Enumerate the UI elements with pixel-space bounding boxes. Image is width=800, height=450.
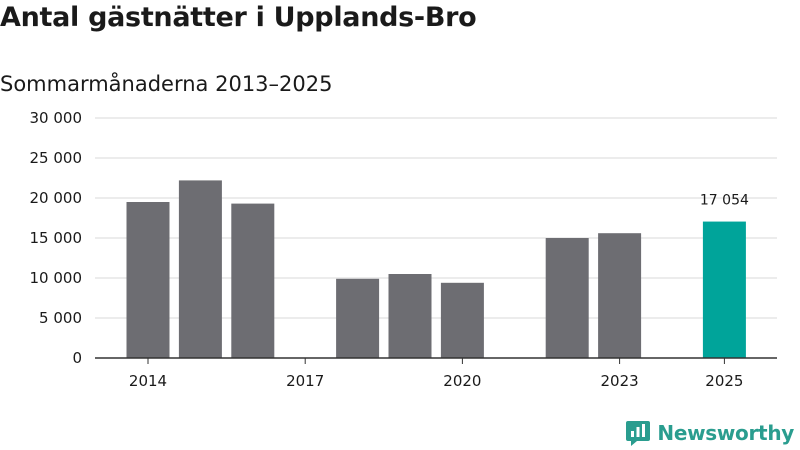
y-tick-label: 10 000 bbox=[30, 269, 83, 287]
bar-2020 bbox=[440, 282, 484, 358]
y-tick-label: 25 000 bbox=[30, 149, 83, 167]
bars bbox=[126, 180, 746, 358]
y-axis-ticks: 0 5 000 10 000 15 000 20 000 25 000 30 000 bbox=[30, 109, 83, 367]
x-tick-label: 2025 bbox=[705, 372, 743, 390]
y-tick-label: 20 000 bbox=[30, 189, 83, 207]
bar-2023 bbox=[598, 233, 642, 358]
x-tick-label: 2023 bbox=[601, 372, 639, 390]
data-labels: 17 054 bbox=[700, 193, 749, 209]
x-tick-label: 2020 bbox=[443, 372, 481, 390]
bar-2018 bbox=[336, 278, 380, 358]
y-tick-label: 5 000 bbox=[39, 309, 82, 327]
x-tick-label: 2017 bbox=[286, 372, 324, 390]
bar-2014 bbox=[126, 202, 170, 358]
chart-title: Antal gästnätter i Upplands-Bro bbox=[0, 2, 477, 33]
x-tick-label: 2014 bbox=[129, 372, 167, 390]
newsworthy-logo-icon bbox=[626, 421, 651, 446]
bar-2016 bbox=[231, 203, 275, 358]
bar-2015 bbox=[178, 180, 222, 358]
bar-2022 bbox=[545, 238, 589, 358]
bar-2025 bbox=[702, 221, 746, 358]
x-axis-ticks: 2014 2017 2020 2023 2025 bbox=[129, 358, 743, 390]
y-tick-label: 30 000 bbox=[30, 109, 83, 127]
data-label-2025: 17 054 bbox=[700, 193, 749, 209]
bar-2019 bbox=[388, 274, 432, 358]
chart-subtitle: Sommarmånaderna 2013–2025 bbox=[0, 72, 333, 96]
y-tick-label: 0 bbox=[72, 349, 82, 367]
brand-logo: Newsworthy bbox=[625, 419, 794, 447]
brand-name: Newsworthy bbox=[657, 421, 794, 445]
y-tick-label: 15 000 bbox=[30, 229, 83, 247]
